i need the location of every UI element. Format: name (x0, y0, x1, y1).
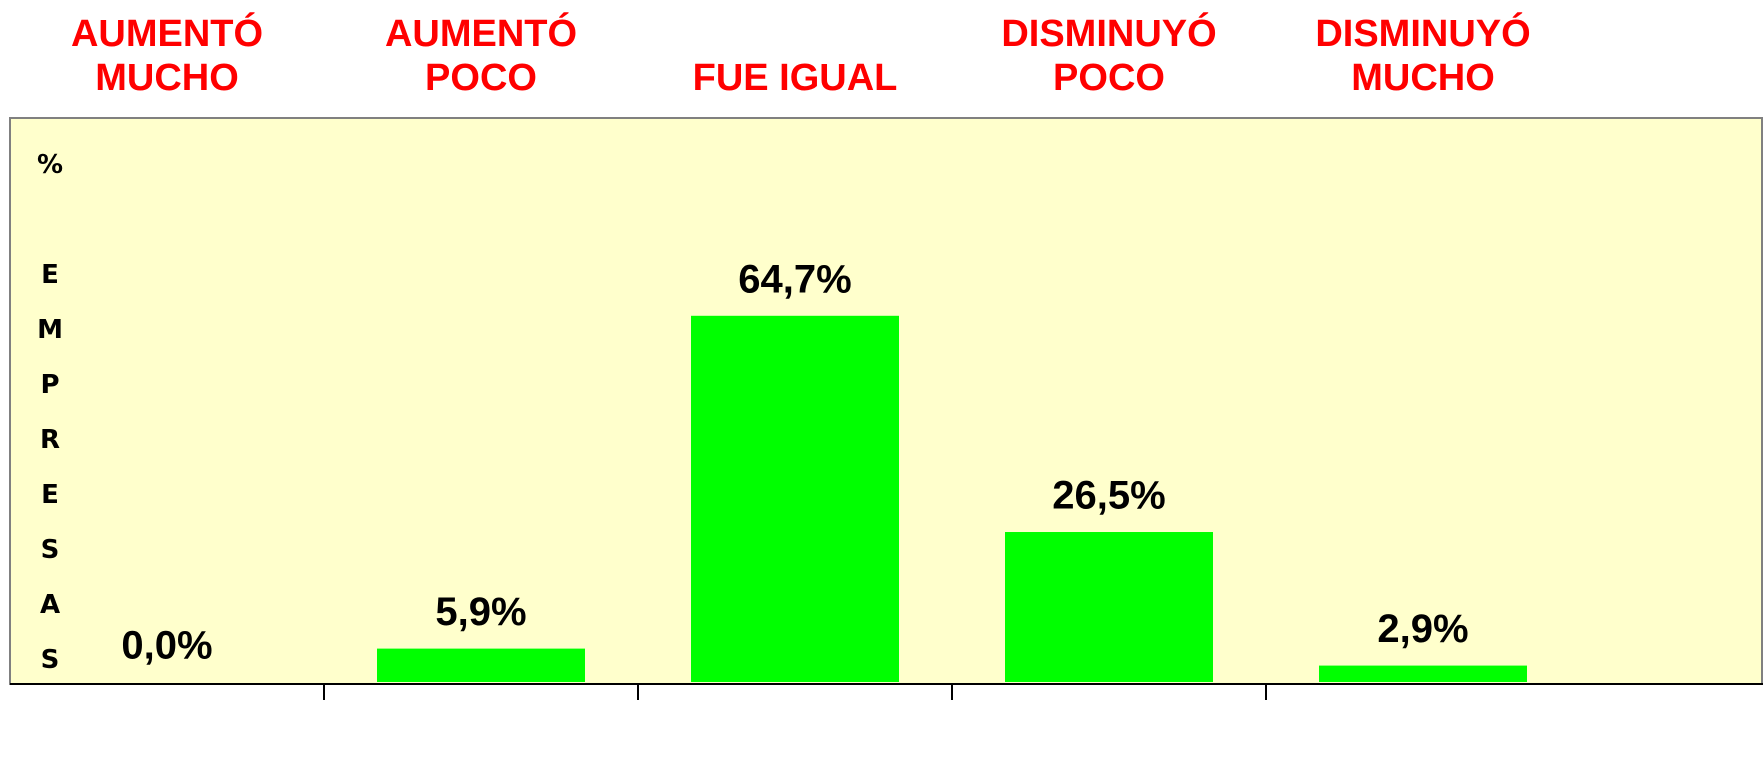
bar (1005, 532, 1213, 682)
category-label: DISMINUYÓ (1001, 11, 1216, 55)
data-label: 64,7% (738, 257, 851, 301)
category-label: FUE IGUAL (693, 57, 898, 99)
data-label: 5,9% (435, 590, 526, 634)
data-label: 26,5% (1052, 474, 1165, 518)
category-label: AUMENTÓ (385, 11, 577, 55)
bar (1319, 665, 1527, 682)
category-label: DISMINUYÓ (1315, 11, 1530, 55)
bar (691, 315, 899, 682)
category-label: MUCHO (1351, 57, 1495, 99)
data-label: 0,0% (121, 624, 212, 668)
data-label: 2,9% (1377, 607, 1468, 651)
category-label: MUCHO (95, 57, 239, 99)
category-label: POCO (1053, 57, 1165, 99)
bar (377, 648, 585, 682)
category-label: AUMENTÓ (71, 11, 263, 55)
category-label: POCO (425, 57, 537, 99)
